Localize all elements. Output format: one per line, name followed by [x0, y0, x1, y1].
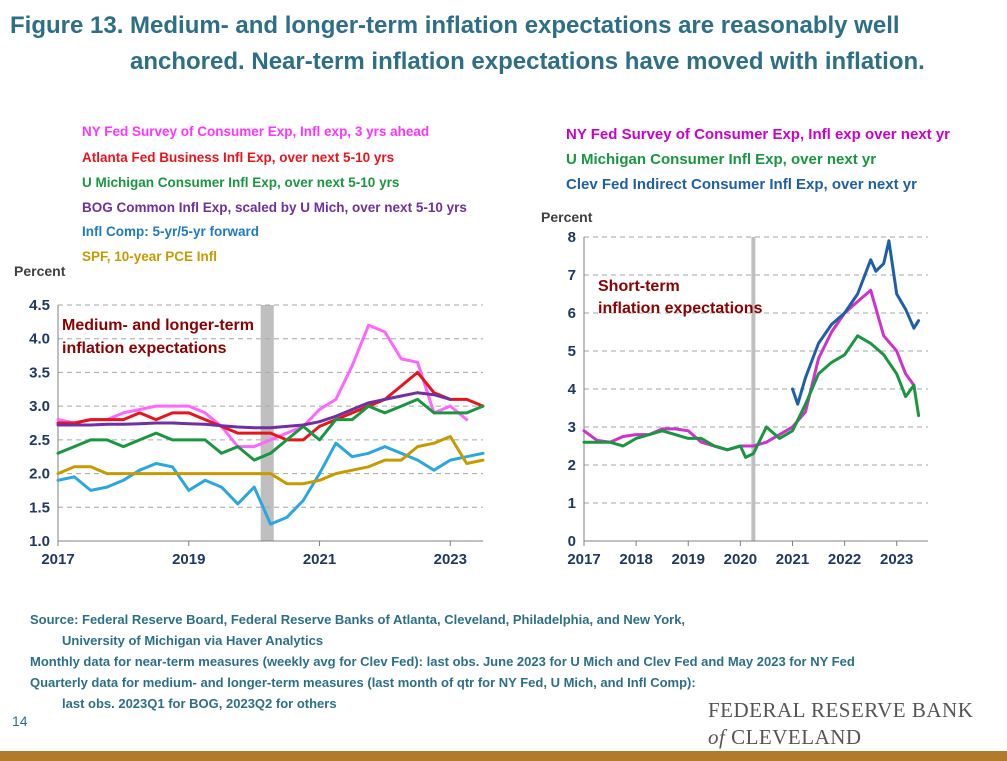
legend-nyfed-3yr: NY Fed Survey of Consumer Exp, Infl exp,… [82, 124, 429, 139]
right-recession-shade [751, 237, 756, 541]
brand-logo: FEDERAL RESERVE BANK of CLEVELAND [708, 697, 973, 751]
left-annotation-line-2: inflation expectations [62, 340, 227, 357]
source-note: Source: Federal Reserve Board, Federal R… [30, 609, 990, 714]
right-xtick-label: 2017 [567, 551, 600, 568]
brand-line-2: CLEVELAND [731, 725, 862, 749]
right-xtick-label: 2022 [828, 551, 861, 568]
left-ytick-label: 4.0 [29, 331, 50, 348]
left-series-line-5 [56, 435, 485, 486]
source-line-4: Quarterly data for medium- and longer-te… [30, 675, 696, 690]
right-ytick-label: 4 [568, 381, 577, 398]
right-xtick-label: 2019 [672, 551, 705, 568]
right-ytick-label: 7 [568, 267, 576, 284]
right-xtick-label: 2018 [619, 551, 652, 568]
right-xtick-label: 2020 [724, 551, 757, 568]
left-ytick-label: 4.5 [29, 297, 50, 314]
right-ylabel: Percent [541, 209, 593, 225]
left-ytick-label: 2.0 [29, 466, 50, 483]
right-ytick-label: 0 [568, 533, 576, 550]
left-ytick-label: 1.5 [29, 499, 50, 516]
left-chart: 1.0 1.5 2.0 2.5 3.0 3.5 4.0 4.5 2017 2019 2021 202… [14, 124, 485, 568]
right-ytick-label: 2 [568, 457, 576, 474]
left-xtick-label: 2019 [172, 551, 205, 568]
legend-umich-1yr: U Michigan Consumer Infl Exp, over next … [566, 151, 876, 168]
left-ytick-label: 1.0 [29, 533, 50, 550]
source-line-2: University of Michigan via Haver Analyti… [62, 633, 324, 648]
left-xtick-label: 2021 [303, 551, 336, 568]
brand-line-1: FEDERAL RESERVE BANK [708, 698, 974, 722]
right-annotation-line-2: inflation expectations [598, 300, 763, 317]
legend-bog: BOG Common Infl Exp, scaled by U Mich, o… [82, 200, 467, 215]
left-xtick-label: 2023 [434, 551, 467, 568]
left-series-line-3 [56, 391, 452, 430]
right-series-line-1 [582, 334, 921, 459]
left-recession-shade [260, 305, 274, 541]
right-chart: 0 1 2 3 4 5 6 7 8 2017 2018 2019 2020 2021 2022 2023 P… [541, 126, 950, 568]
brand-of: of [708, 725, 726, 749]
right-series-line-0 [582, 288, 916, 452]
source-line-3: Monthly data for near-term measures (wee… [30, 654, 855, 669]
right-series-line-2 [791, 239, 921, 406]
right-ytick-label: 8 [568, 229, 576, 246]
figure-title: Figure 13. Medium- and longer-term infla… [10, 8, 1000, 80]
right-annotation-line-1: Short-term [598, 278, 680, 295]
right-ytick-label: 6 [568, 305, 576, 322]
page-number: 14 [12, 713, 28, 729]
legend-clevfed: Clev Fed Indirect Consumer Infl Exp, ove… [566, 176, 917, 193]
legend-umich-5-10: U Michigan Consumer Infl Exp, over next … [82, 175, 399, 190]
left-series-line-2 [56, 397, 485, 462]
right-xtick-label: 2023 [880, 551, 913, 568]
left-series-line-0 [56, 323, 469, 449]
source-line-1: Source: Federal Reserve Board, Federal R… [30, 612, 686, 627]
legend-atlanta: Atlanta Fed Business Infl Exp, over next… [82, 150, 394, 165]
left-xtick-label: 2017 [41, 551, 74, 568]
bottom-bar [0, 751, 1007, 761]
left-ytick-label: 3.0 [29, 398, 50, 415]
legend-spf: SPF, 10-year PCE Infl [82, 249, 217, 264]
right-ytick-label: 3 [568, 419, 576, 436]
left-ytick-label: 3.5 [29, 364, 50, 381]
source-line-5: last obs. 2023Q1 for BOG, 2023Q2 for oth… [62, 696, 337, 711]
left-series-line-4 [56, 441, 485, 526]
right-xtick-label: 2021 [776, 551, 809, 568]
title-line-2: anchored. Near-term inflation expectatio… [130, 48, 925, 75]
left-series-line-1 [56, 370, 485, 442]
legend-nyfed-1yr: NY Fed Survey of Consumer Exp, Infl exp … [566, 126, 950, 143]
right-ytick-label: 5 [568, 343, 576, 360]
left-ytick-label: 2.5 [29, 432, 50, 449]
left-annotation-line-1: Medium- and longer-term [62, 317, 254, 334]
right-ytick-label: 1 [568, 495, 576, 512]
legend-infl-comp: Infl Comp: 5-yr/5-yr forward [82, 224, 259, 239]
left-ylabel: Percent [14, 263, 66, 279]
title-line-1: Figure 13. Medium- and longer-term infla… [10, 12, 900, 39]
